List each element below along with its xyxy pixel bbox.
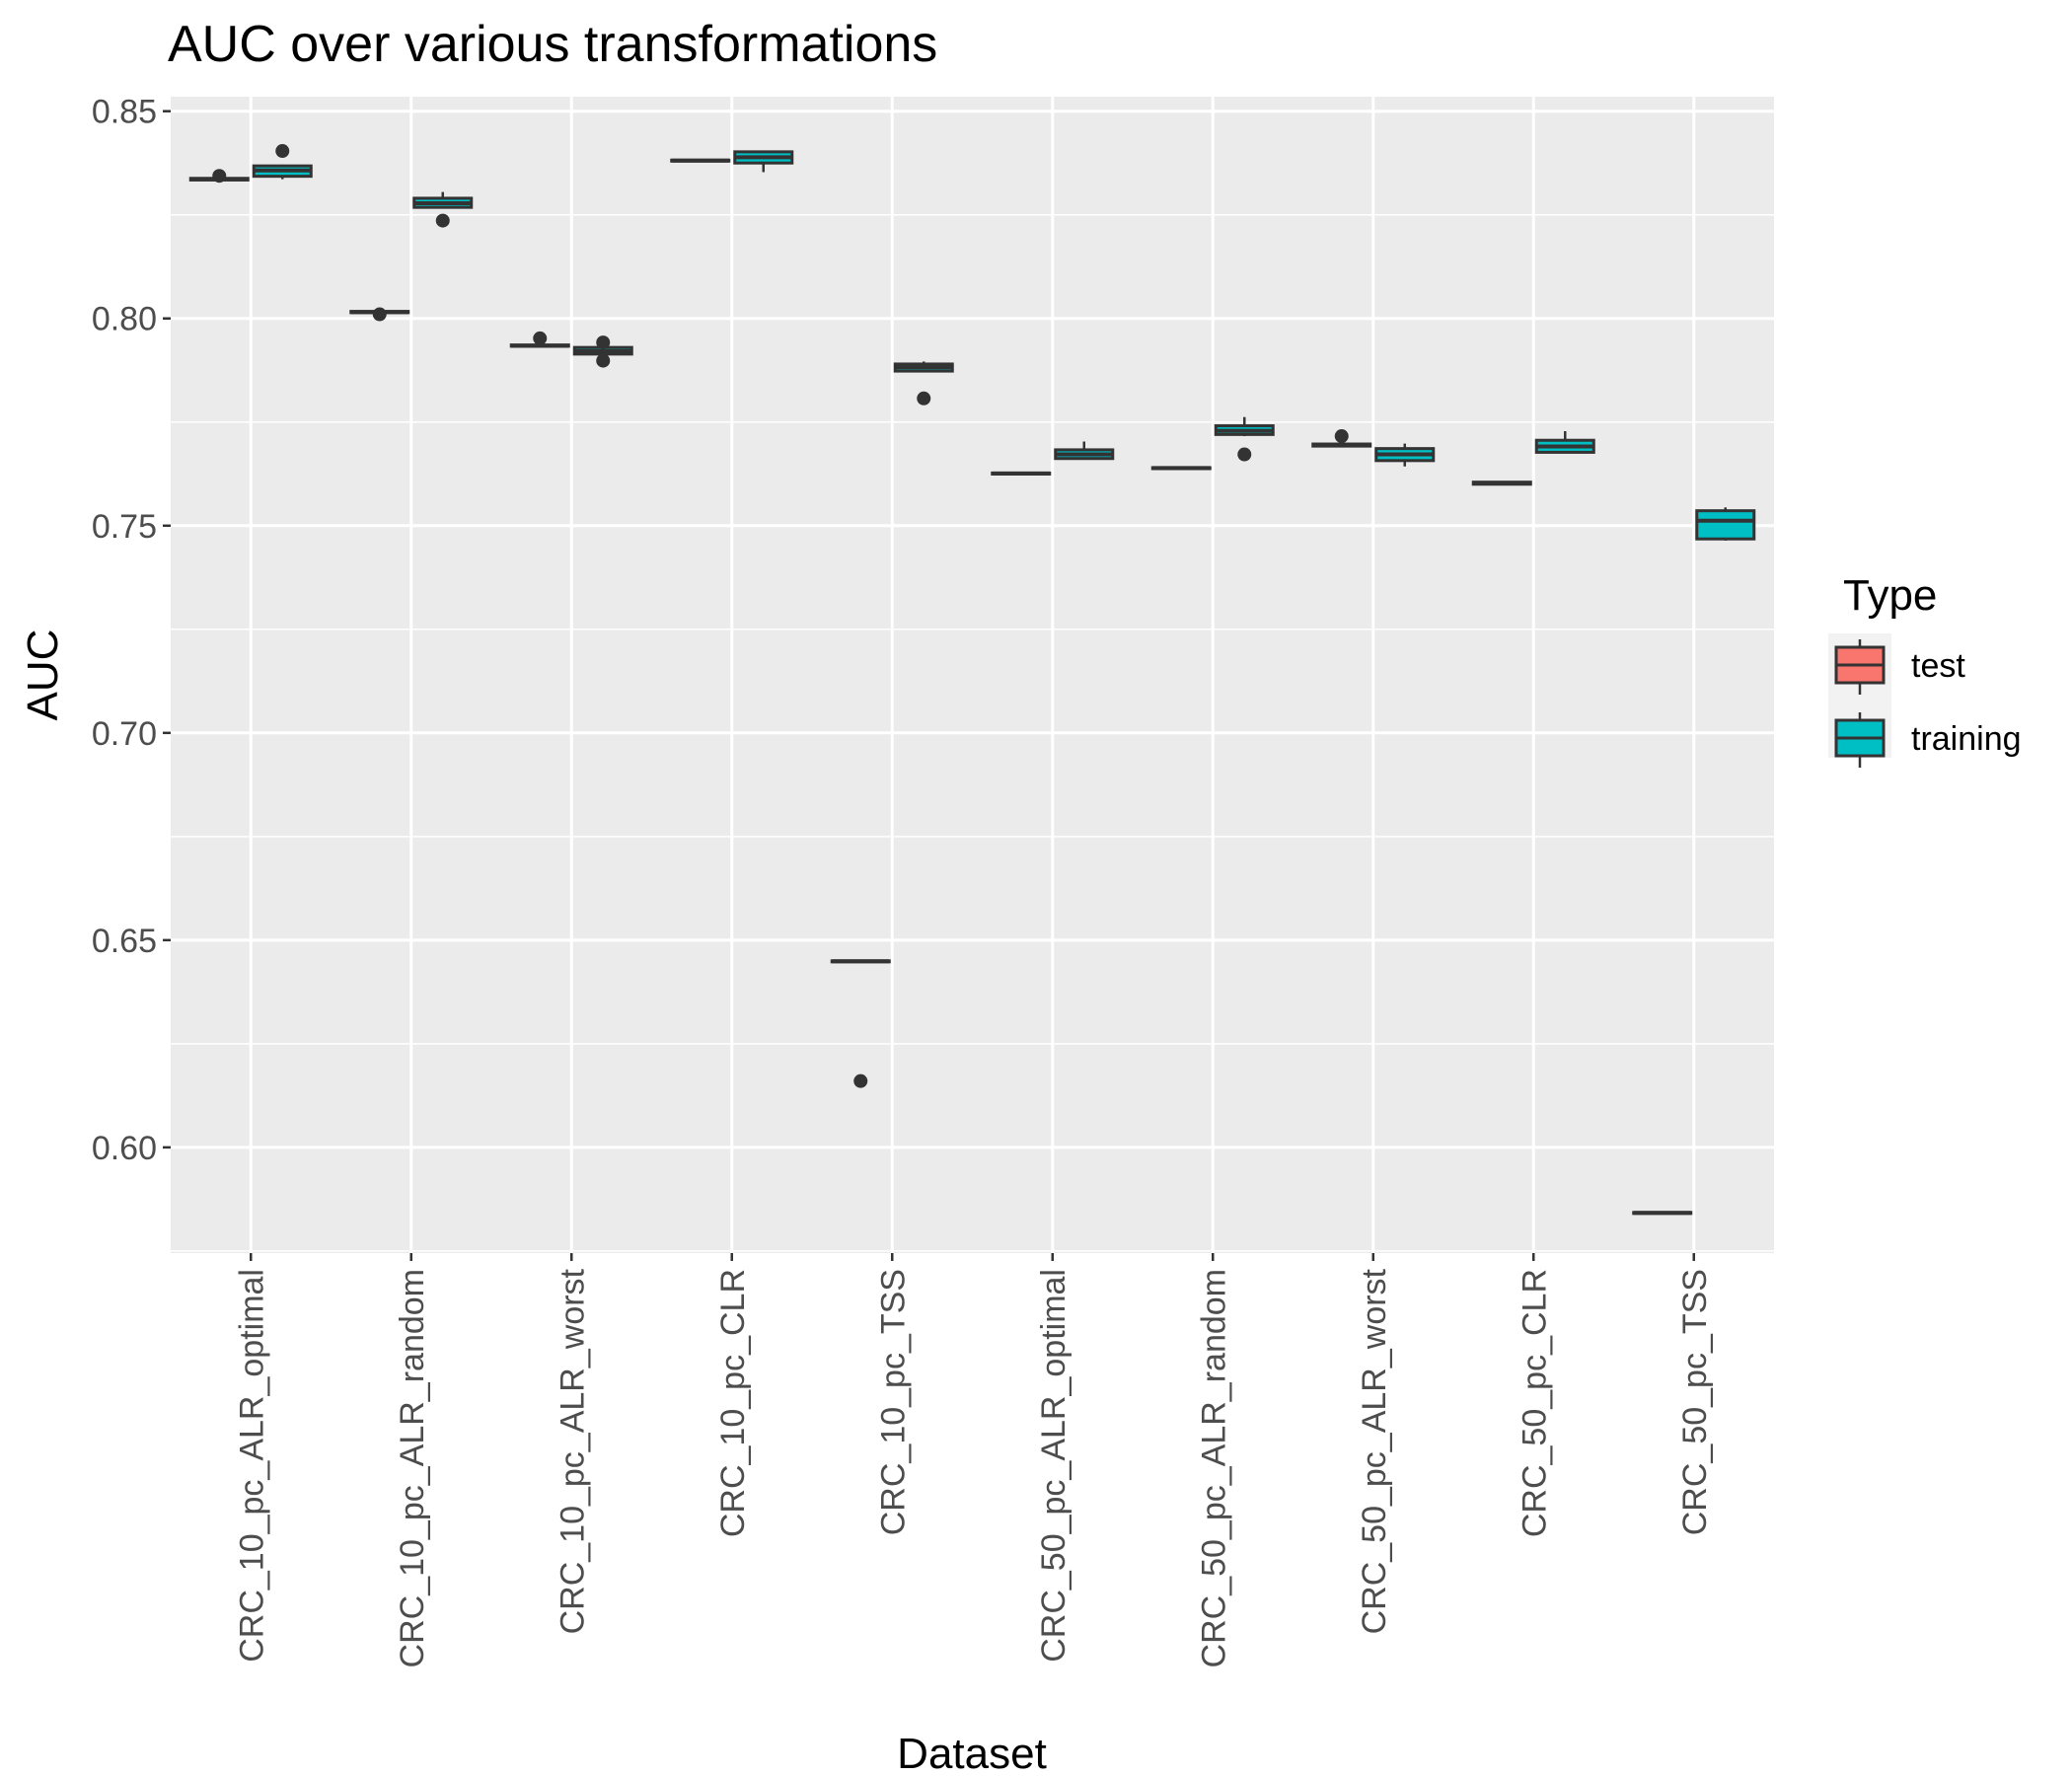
box-training — [252, 144, 313, 180]
x-tick-label: CRC_50_pc_ALR_worst — [1356, 1268, 1393, 1634]
box-training — [893, 361, 954, 406]
box-test — [991, 471, 1052, 476]
y-tick-label: 0.85 — [92, 94, 157, 131]
box-test — [1632, 1211, 1693, 1216]
outlier-point — [917, 391, 931, 406]
legend-label-training: training — [1911, 720, 2022, 758]
y-tick-label: 0.70 — [92, 715, 157, 753]
x-tick-label: CRC_10_pc_ALR_random — [394, 1269, 431, 1667]
legend-label-test: test — [1911, 647, 1965, 685]
y-axis: 0.60 0.65 0.70 0.75 0.80 0.85 — [92, 94, 171, 1167]
outlier-point — [853, 1073, 868, 1088]
box-training — [1695, 507, 1756, 541]
box-test — [830, 959, 891, 1088]
x-axis: CRC_10_pc_ALR_optimal CRC_10_pc_ALR_rando… — [233, 1253, 1714, 1667]
x-tick-label: CRC_50_pc_ALR_random — [1195, 1269, 1232, 1667]
outlier-point — [372, 307, 387, 322]
outlier-point — [212, 169, 227, 184]
legend-title: Type — [1843, 571, 1937, 620]
box-training — [733, 150, 794, 173]
box-body — [1695, 509, 1756, 541]
outlier-point — [533, 331, 548, 345]
outlier-point — [596, 335, 611, 350]
box-training — [1214, 416, 1275, 462]
x-tick-label: CRC_10_pc_TSS — [874, 1269, 912, 1535]
x-tick-label: CRC_50_pc_ALR_optimal — [1035, 1269, 1073, 1663]
plot-panel — [171, 97, 1774, 1253]
box-test — [1311, 429, 1372, 448]
boxplot-layer — [188, 144, 1756, 1216]
outlier-point — [435, 213, 450, 228]
box-test — [188, 169, 250, 184]
x-tick-label: CRC_10_pc_ALR_worst — [554, 1268, 591, 1634]
box-test — [509, 331, 570, 348]
box-test — [1471, 481, 1532, 486]
box-test — [1150, 466, 1212, 471]
y-tick-label: 0.65 — [92, 923, 157, 960]
x-tick-label: CRC_50_pc_CLR — [1516, 1269, 1553, 1537]
outlier-point — [596, 353, 611, 368]
y-tick-label: 0.60 — [92, 1130, 157, 1167]
box-test — [349, 307, 410, 322]
y-tick-label: 0.75 — [92, 508, 157, 546]
outlier-point — [1334, 429, 1349, 444]
box-training — [1054, 441, 1115, 461]
major-gridlines — [171, 97, 1774, 1253]
outlier-point — [1237, 447, 1252, 462]
box-training — [572, 335, 633, 368]
box-test — [670, 158, 731, 163]
x-tick-label: CRC_10_pc_CLR — [714, 1269, 752, 1537]
legend: Type test training — [1828, 571, 2022, 768]
box-training — [1534, 430, 1595, 454]
y-tick-label: 0.80 — [92, 301, 157, 338]
outlier-point — [275, 144, 290, 159]
box-training — [412, 191, 474, 228]
x-tick-label: CRC_10_pc_ALR_optimal — [233, 1269, 270, 1663]
minor-gridlines — [171, 213, 1774, 1252]
x-tick-label: CRC_50_pc_TSS — [1676, 1269, 1714, 1535]
chart-title: AUC over various transformations — [168, 16, 937, 73]
x-axis-title: Dataset — [897, 1730, 1047, 1776]
y-axis-title: AUC — [19, 629, 67, 721]
box-training — [1374, 443, 1436, 467]
